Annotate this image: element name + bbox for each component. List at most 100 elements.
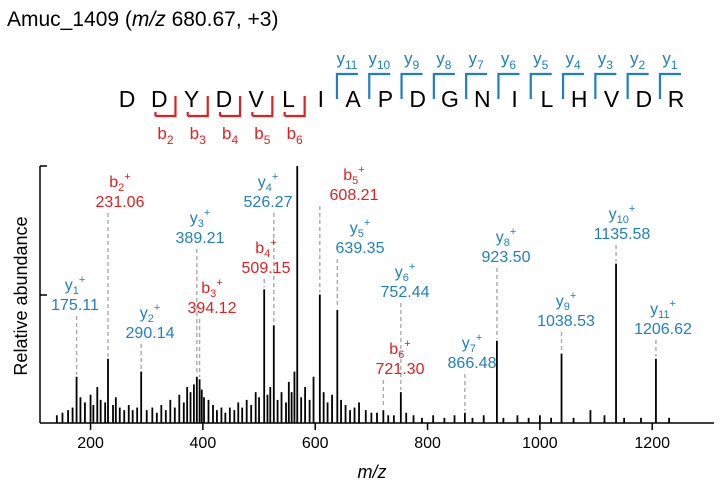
y-bracket-label-1: y1: [662, 49, 678, 72]
x-tick-label-600: 600: [302, 435, 329, 452]
mz-label-y7: 866.48: [448, 355, 497, 372]
mz-label-y1: 175.11: [51, 297, 99, 314]
residue-4-D: D: [216, 86, 233, 112]
b-bracket-6: [283, 96, 306, 118]
mz-label-y10: 1135.58: [594, 226, 651, 243]
mz-label-b3: 394.12: [188, 300, 237, 317]
title-mz-label: m/z: [132, 8, 166, 31]
b-bracket-label-5: b5: [254, 124, 270, 147]
residue-14-L: L: [541, 86, 554, 112]
x-tick-label-800: 800: [414, 435, 441, 452]
y-bracket-3: [594, 72, 617, 99]
y-bracket-label-7: y7: [469, 49, 485, 72]
residue-11-G: G: [441, 86, 459, 112]
residue-17-D: D: [635, 86, 652, 112]
y-bracket-6: [497, 72, 520, 99]
ion-label-y11: y11+: [650, 298, 676, 321]
y-bracket-5: [529, 72, 552, 99]
y-bracket-10: [368, 72, 391, 99]
mz-label-b4: 509.15: [242, 260, 291, 277]
x-axis-label: m/z: [358, 462, 387, 482]
mz-label-y2: 290.14: [126, 325, 175, 342]
mz-label-y11: 1206.62: [634, 321, 692, 338]
residue-13-I: I: [511, 86, 517, 112]
peak-annotations: y1+175.11 b2+231.06 y2+290.14 y3+389.21 b3+3…: [51, 164, 692, 378]
y-axis-label: Relative abundance: [11, 216, 31, 375]
residue-2-D: D: [151, 86, 168, 112]
ion-label-b6: b6+: [389, 338, 410, 361]
peptide-name: Amuc_1409: [7, 8, 119, 31]
b-bracket-label-3: b3: [190, 124, 206, 147]
ion-label-y2: y2+: [140, 302, 161, 325]
mz-label-y8: 923.50: [482, 249, 531, 266]
mz-label-y9: 1038.53: [537, 313, 595, 330]
x-tick-label-400: 400: [190, 435, 217, 452]
b-bracket-4: [218, 96, 242, 118]
axes: 200 400 600 800 1000 1200: [39, 165, 714, 452]
y-bracket-label-3: y3: [598, 49, 614, 72]
y-bracket-label-5: y5: [533, 49, 549, 72]
residue-3-Y: Y: [184, 86, 199, 112]
y-bracket-label-10: y10: [368, 49, 390, 72]
residue-5-V: V: [249, 86, 265, 112]
residue-9-P: P: [378, 86, 393, 112]
mz-label-y6: 752.44: [381, 284, 430, 301]
x-tick-label-200: 200: [77, 435, 104, 452]
mz-label-y5: 639.35: [336, 240, 385, 257]
spectrum-peaks: [55, 166, 670, 423]
y-bracket-1: [658, 72, 681, 99]
b-bracket-label-4: b4: [222, 124, 238, 147]
b-bracket-label-6: b6: [287, 124, 303, 147]
residue-16-V: V: [604, 86, 620, 112]
y-bracket-label-11: y11: [336, 49, 357, 72]
x-tick-label-1000: 1000: [522, 435, 558, 452]
ion-label-y5: y5+: [350, 217, 371, 240]
b-bracket-label-2: b2: [157, 124, 173, 147]
y-bracket-label-4: y4: [565, 49, 581, 72]
y-bracket-9: [400, 72, 423, 99]
y-bracket-2: [626, 72, 649, 99]
chart-title: Amuc_1409 (m/z 680.67, +3): [7, 8, 278, 31]
ion-label-y4: y4+: [258, 171, 279, 194]
residue-12-N: N: [474, 86, 491, 112]
ion-label-y9: y9+: [556, 290, 577, 313]
ion-label-y8: y8+: [496, 226, 517, 249]
residue-8-A: A: [345, 86, 361, 112]
ion-label-b4: b4+: [255, 237, 276, 260]
mz-label-y3: 389.21: [176, 230, 225, 247]
mz-label-b6: 721.30: [376, 361, 425, 378]
residue-10-D: D: [409, 86, 426, 112]
residue-15-H: H: [571, 86, 588, 112]
b-bracket-5: [251, 96, 274, 118]
ion-label-y10: y10+: [609, 203, 636, 226]
mz-label-b2: 231.06: [96, 194, 145, 211]
y-bracket-11: [335, 72, 358, 99]
y-bracket-4: [561, 72, 585, 99]
mz-label-b5: 608.21: [330, 187, 379, 204]
residue-18-R: R: [668, 86, 685, 112]
residue-7-I: I: [318, 86, 324, 112]
y-bracket-label-8: y8: [436, 49, 452, 72]
ion-label-b5: b5+: [343, 164, 364, 187]
x-tick-label-1200: 1200: [634, 435, 670, 452]
y-bracket-8: [432, 72, 455, 99]
ion-label-y7: y7+: [462, 332, 483, 355]
residue-6-L: L: [282, 86, 295, 112]
y-bracket-7: [465, 72, 488, 99]
ion-label-y3: y3+: [190, 207, 211, 230]
precursor-mz: 680.67: [172, 8, 236, 31]
b-bracket-2: [154, 96, 177, 118]
ion-label-b2: b2+: [109, 171, 130, 194]
y-bracket-label-6: y6: [501, 49, 517, 72]
y-bracket-label-9: y9: [404, 49, 420, 72]
peak-guide-lines: [75, 206, 657, 411]
b-bracket-3: [186, 96, 209, 118]
y-bracket-label-2: y2: [630, 49, 646, 72]
ion-label-y1: y1+: [65, 274, 86, 297]
mz-label-y4: 526.27: [244, 194, 293, 211]
residue-1-D: D: [119, 86, 136, 112]
ion-label-b3: b3+: [201, 277, 222, 300]
precursor-charge: +3: [247, 8, 271, 31]
